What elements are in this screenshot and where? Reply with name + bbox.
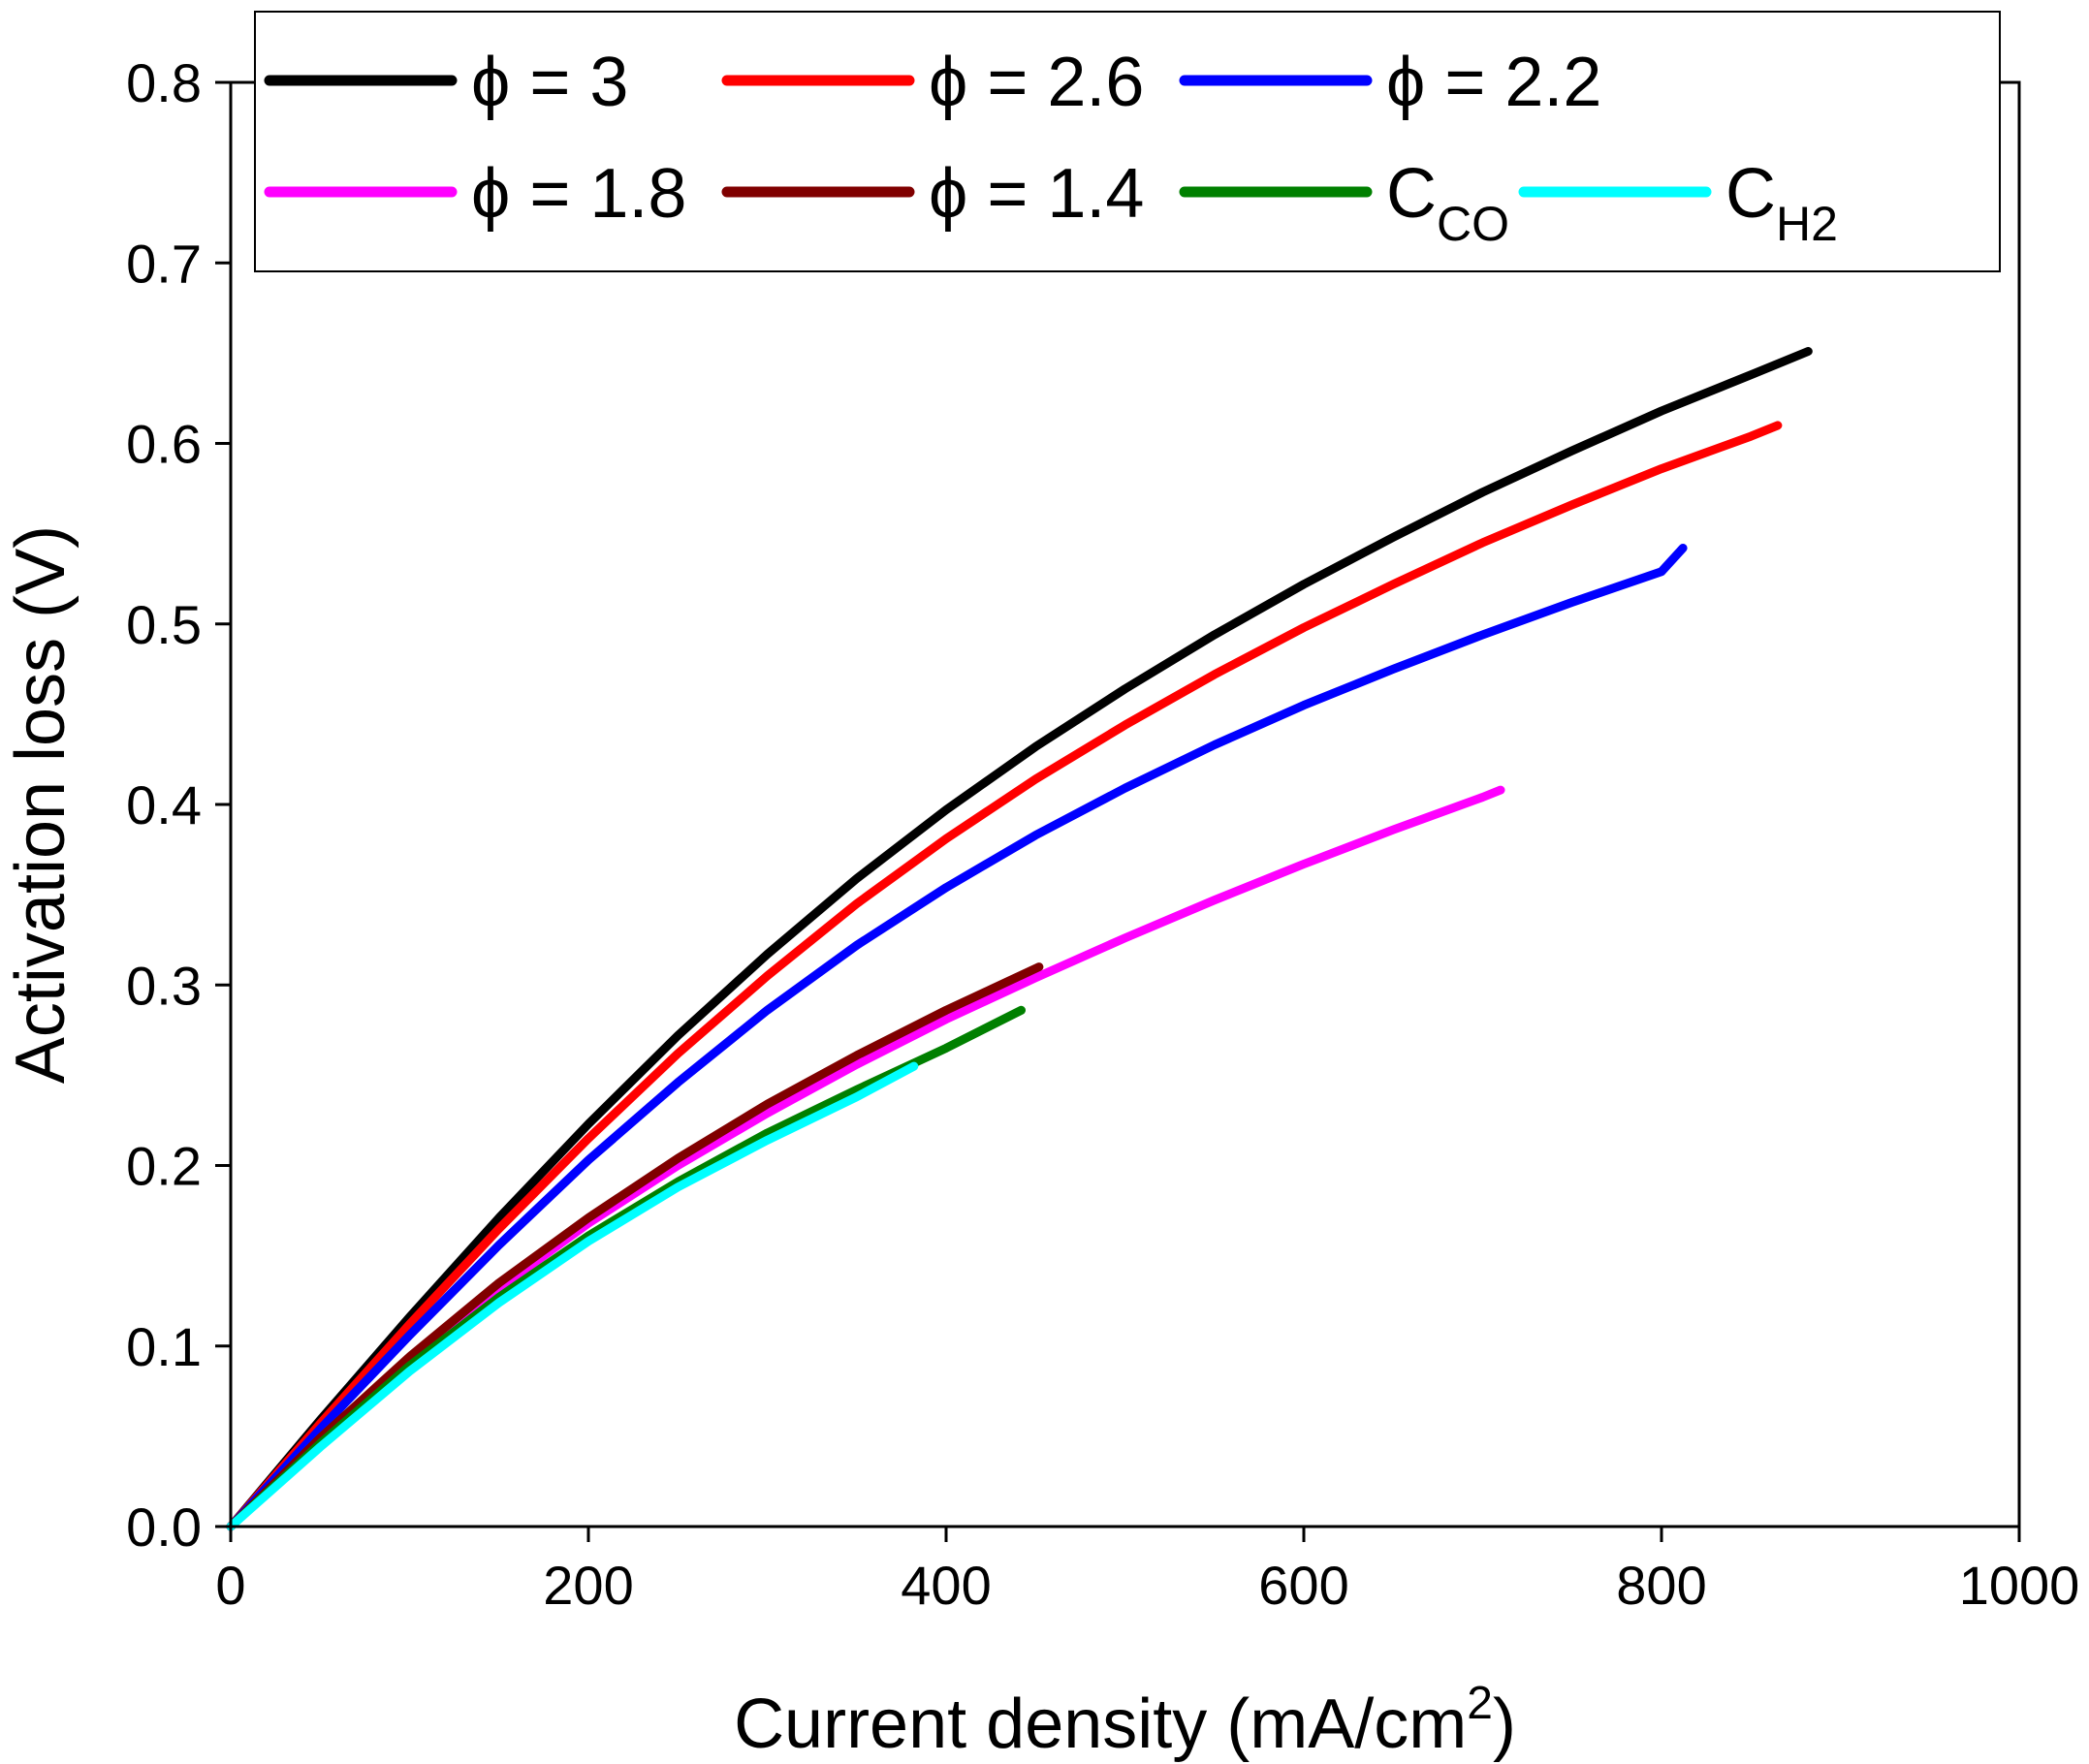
series-line-5 (226, 962, 1044, 1531)
x-tick-label: 400 (901, 1555, 991, 1616)
legend-label: CH2 (1725, 155, 1838, 251)
y-axis-ticks: 0.0 0.1 0.2 0.3 0.4 0.5 0.6 0.7 0.8 (126, 52, 231, 1558)
x-tick-label: 800 (1616, 1555, 1706, 1616)
legend-label: CCO (1386, 155, 1509, 251)
series-line-7 (226, 1061, 919, 1531)
legend-label-sub: CO (1437, 197, 1509, 251)
legend-item-3: ϕ = 2.2 (1179, 44, 1601, 121)
legend-label-main: ϕ = 2.6 (929, 44, 1144, 121)
legend-label-main: ϕ = 1.4 (929, 155, 1144, 233)
y-tick-label: 0.2 (126, 1136, 202, 1197)
y-tick-label: 0.3 (126, 955, 202, 1016)
legend-item-4: ϕ = 1.8 (264, 155, 686, 233)
series-line-2 (226, 421, 1783, 1531)
plot-frame (229, 80, 2021, 1528)
legend-label-main: ϕ = 2.2 (1386, 44, 1601, 121)
legend-item-5: ϕ = 1.4 (721, 155, 1144, 233)
legend-box (254, 11, 2001, 272)
y-tick-label: 0.4 (126, 774, 202, 835)
series-line-3 (226, 544, 1688, 1531)
legend-label: ϕ = 1.4 (929, 155, 1144, 233)
x-axis-title-close: ) (1493, 1685, 1516, 1763)
x-axis-title-sup: 2 (1467, 1678, 1493, 1729)
legend-item-7: CH2 (1518, 155, 1838, 251)
y-tick-label: 0.8 (126, 52, 202, 113)
legend-label-main: ϕ = 3 (471, 44, 628, 121)
legend-label-main: C (1725, 155, 1776, 233)
legend-item-6: CCO (1179, 155, 1509, 251)
x-axis-title-main: Current density (mA/cm (734, 1685, 1467, 1763)
x-axis-title: Current density (mA/cm2) (734, 1678, 1516, 1763)
legend-label-main: C (1386, 155, 1437, 233)
legend-label-sub: H2 (1776, 197, 1838, 251)
legend-label: ϕ = 3 (471, 44, 628, 121)
series-line-1 (226, 347, 1813, 1531)
y-tick-label: 0.5 (126, 594, 202, 655)
y-tick-label: 0.7 (126, 233, 202, 294)
legend-item-1: ϕ = 3 (264, 44, 628, 121)
x-axis-ticks: 0 200 400 600 800 1000 (215, 1527, 2079, 1616)
x-tick-label: 1000 (1959, 1555, 2080, 1616)
series-lines (226, 347, 1813, 1531)
legend-label: ϕ = 2.6 (929, 44, 1144, 121)
y-tick-label: 0.6 (126, 414, 202, 475)
legend-label: ϕ = 2.2 (1386, 44, 1601, 121)
x-tick-label: 200 (543, 1555, 633, 1616)
legend-label-main: ϕ = 1.8 (471, 155, 686, 233)
x-tick-label: 0 (215, 1555, 245, 1616)
legend-item-2: ϕ = 2.6 (721, 44, 1144, 121)
x-tick-label: 600 (1258, 1555, 1348, 1616)
y-tick-label: 0.1 (126, 1316, 202, 1377)
legend-label: ϕ = 1.8 (471, 155, 686, 233)
y-tick-label: 0.0 (126, 1496, 202, 1558)
y-axis-title: Activation loss (V) (2, 525, 79, 1084)
